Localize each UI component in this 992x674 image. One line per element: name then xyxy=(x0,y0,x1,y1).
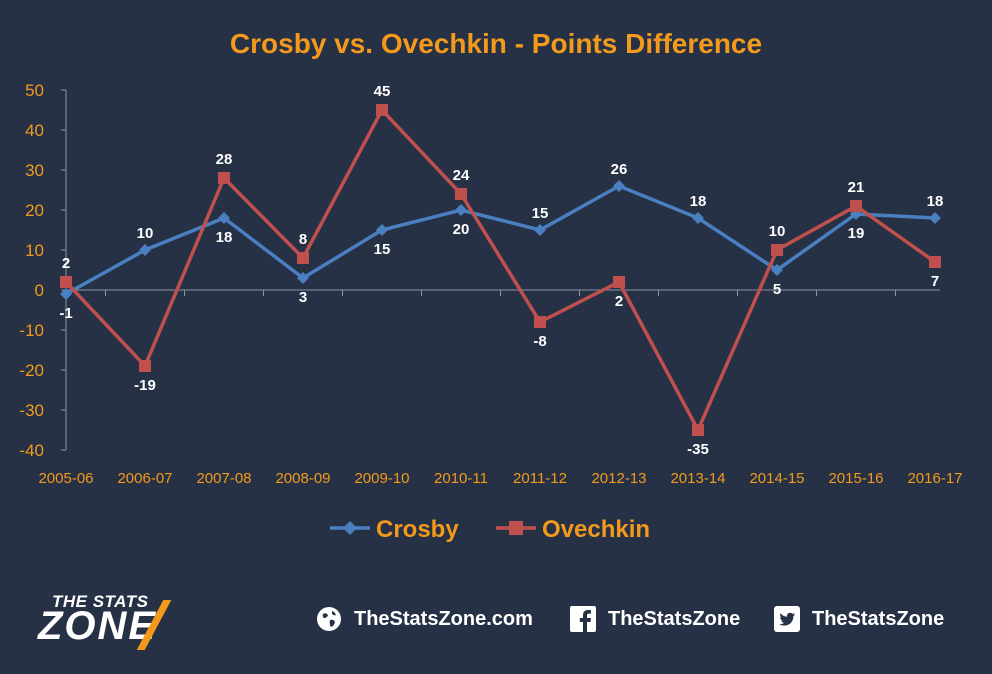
x-tick-label: 2006-07 xyxy=(117,470,172,487)
point-crosby xyxy=(376,224,388,236)
y-tick-label: -30 xyxy=(19,401,44,420)
y-tick-label: 0 xyxy=(35,281,44,300)
x-tick-label: 2005-06 xyxy=(38,470,93,487)
point-ovechkin xyxy=(60,276,72,288)
legend-swatch-marker xyxy=(509,521,523,535)
data-label-ovechkin: 8 xyxy=(299,231,307,248)
data-label-ovechkin: -8 xyxy=(533,333,546,350)
legend: Crosby Ovechkin xyxy=(330,516,650,543)
data-label-crosby: 20 xyxy=(453,221,470,238)
facebook-text: TheStatsZone xyxy=(608,607,741,630)
y-tick-label: -20 xyxy=(19,361,44,380)
stats-zone-logo: THE STATS ZONE xyxy=(32,588,222,654)
data-label-crosby: 3 xyxy=(299,289,307,306)
y-tick-labels: 50 40 30 20 10 0 -10 -20 -30 -40 xyxy=(19,81,44,460)
point-crosby xyxy=(692,212,704,224)
point-crosby xyxy=(455,204,467,216)
point-ovechkin xyxy=(771,244,783,256)
data-label-crosby: 15 xyxy=(374,241,391,258)
data-label-ovechkin: 7 xyxy=(931,273,939,290)
data-label-ovechkin: 10 xyxy=(769,223,786,240)
data-label-ovechkin: -19 xyxy=(134,377,156,394)
logo-top-text: THE STATS xyxy=(52,592,149,611)
chart-title: Crosby vs. Ovechkin - Points Difference xyxy=(230,28,762,59)
x-tick-label: 2015-16 xyxy=(828,470,883,487)
data-label-ovechkin: -35 xyxy=(687,441,709,458)
data-label-crosby: 5 xyxy=(773,281,781,298)
y-tick-label: 20 xyxy=(25,201,44,220)
twitter-icon xyxy=(774,606,800,632)
point-crosby xyxy=(60,288,72,300)
point-crosby xyxy=(297,272,309,284)
x-tick-label: 2011-12 xyxy=(513,470,567,487)
point-crosby xyxy=(218,212,230,224)
y-tick-label: 40 xyxy=(25,121,44,140)
point-crosby xyxy=(613,180,625,192)
facebook-link[interactable]: TheStatsZone xyxy=(570,606,740,632)
data-label-ovechkin: 45 xyxy=(374,83,391,100)
x-tick-label: 2013-14 xyxy=(670,470,725,487)
y-tick-label: 30 xyxy=(25,161,44,180)
data-label-ovechkin: 2 xyxy=(615,293,623,310)
twitter-link[interactable]: TheStatsZone xyxy=(774,606,944,632)
point-ovechkin xyxy=(218,172,230,184)
data-label-crosby: 18 xyxy=(927,193,944,210)
y-tick-label: 50 xyxy=(25,81,44,100)
data-label-crosby: 18 xyxy=(216,229,233,246)
data-label-crosby: 18 xyxy=(690,193,707,210)
point-ovechkin xyxy=(692,424,704,436)
logo-main-text: ZONE xyxy=(38,604,158,648)
legend-label: Crosby xyxy=(376,516,459,543)
data-label-ovechkin: 24 xyxy=(453,167,470,184)
data-label-crosby: 26 xyxy=(611,161,628,178)
y-tick-label: 10 xyxy=(25,241,44,260)
data-label-crosby: 15 xyxy=(532,205,549,222)
x-tick-label: 2016-17 xyxy=(907,470,962,487)
point-crosby xyxy=(139,244,151,256)
data-label-crosby: 19 xyxy=(848,225,865,242)
twitter-text: TheStatsZone xyxy=(812,607,945,630)
point-crosby xyxy=(771,264,783,276)
x-tick-label: 2010-11 xyxy=(434,470,488,487)
data-label-crosby: -1 xyxy=(59,305,72,322)
data-label-ovechkin: 2 xyxy=(62,255,70,272)
point-ovechkin xyxy=(613,276,625,288)
series-line-crosby xyxy=(65,184,936,296)
data-label-crosby: 10 xyxy=(137,225,154,242)
legend-item-crosby: Crosby xyxy=(330,516,459,543)
x-tick-label: 2014-15 xyxy=(749,470,804,487)
y-tick-label: -40 xyxy=(19,441,44,460)
x-tick-label: 2009-10 xyxy=(354,470,409,487)
series-line-ovechkin xyxy=(64,107,937,435)
website-text: TheStatsZone.com xyxy=(354,607,533,630)
point-ovechkin xyxy=(376,104,388,116)
point-ovechkin xyxy=(139,360,151,372)
legend-item-ovechkin: Ovechkin xyxy=(496,516,650,543)
facebook-icon xyxy=(570,606,596,632)
website-link[interactable]: TheStatsZone.com xyxy=(316,606,533,632)
data-label-ovechkin: 28 xyxy=(216,151,233,168)
point-ovechkin xyxy=(297,252,309,264)
series xyxy=(60,104,941,436)
point-ovechkin xyxy=(929,256,941,268)
x-tick-label: 2008-09 xyxy=(275,470,330,487)
x-tick-label: 2007-08 xyxy=(196,470,251,487)
point-crosby xyxy=(929,212,941,224)
globe-icon xyxy=(317,607,341,631)
data-labels: -1 10 18 3 15 20 15 26 18 5 19 18 2 -19 28 8 45 24 -8 2 -35 1… xyxy=(59,83,943,458)
y-tick-label: -10 xyxy=(19,321,44,340)
axes xyxy=(61,89,940,451)
point-ovechkin xyxy=(455,188,467,200)
point-ovechkin xyxy=(850,200,862,212)
legend-swatch-marker xyxy=(343,521,357,535)
footer: THE STATS ZONE TheStatsZone.com TheStats… xyxy=(0,582,992,662)
point-crosby xyxy=(534,224,546,236)
legend-label: Ovechkin xyxy=(542,516,650,543)
point-ovechkin xyxy=(534,316,546,328)
x-tick-labels: 2005-06 2006-07 2007-08 2008-09 2009-10 2010-… xyxy=(38,470,962,487)
data-label-ovechkin: 21 xyxy=(848,179,865,196)
x-tick-label: 2012-13 xyxy=(591,470,646,487)
